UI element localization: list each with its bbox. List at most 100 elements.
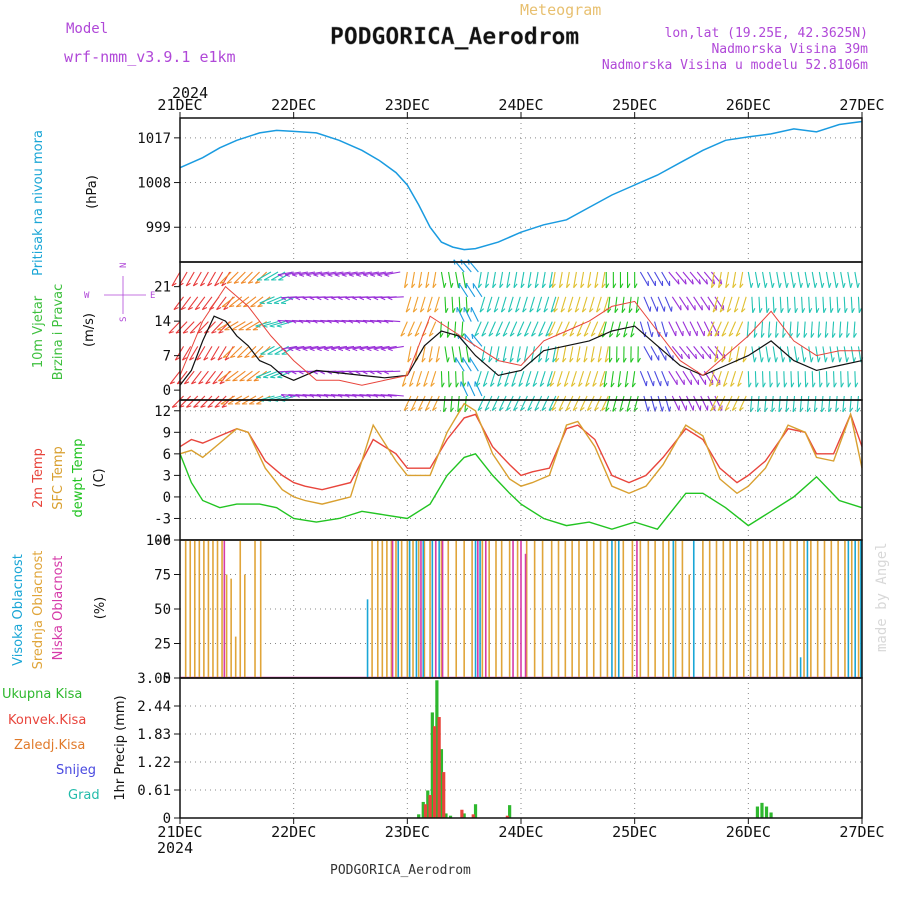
precip-bar-conv_precip — [442, 772, 446, 818]
wind-arrow-head — [524, 332, 529, 337]
wind-arrow — [457, 395, 460, 412]
wind-arrow-head — [601, 283, 606, 289]
wind-arrow — [426, 296, 433, 313]
wind-arrow — [423, 371, 430, 387]
wind-arrow-head — [775, 357, 778, 363]
wind-arrow — [523, 321, 532, 337]
precip-bar-total_precip — [421, 801, 425, 818]
wind-arrow — [502, 346, 507, 363]
wind-arrow — [345, 345, 362, 350]
wind-arrow — [769, 371, 771, 388]
wind-arrow-head — [609, 333, 614, 338]
wind-arrow-head — [233, 281, 239, 284]
wind-arrow — [829, 346, 834, 363]
wind-arrow-head — [667, 381, 669, 387]
wind-arrow-head — [652, 381, 655, 387]
wind-arrow-head — [541, 283, 546, 289]
wind-arrow-head — [348, 320, 354, 324]
wind-arrow-head — [782, 357, 786, 363]
wind-arrow-head — [813, 407, 818, 413]
wind-arrow-head — [416, 382, 421, 387]
wind-arrow — [585, 371, 592, 387]
wind-arrow — [810, 321, 813, 338]
wind-arrow-head — [376, 371, 382, 375]
wind-arrow-head — [284, 320, 290, 324]
wind-arrow — [815, 296, 818, 313]
wind-arrow — [737, 371, 744, 387]
wind-arrow — [541, 271, 546, 288]
wind-arrow — [373, 345, 390, 350]
wind-arrow-head — [298, 320, 304, 324]
wind-arrow-head — [284, 274, 290, 277]
wind-arrow-head — [370, 274, 376, 277]
wind-arrow-head — [198, 381, 204, 385]
wind-arrow — [238, 321, 253, 331]
wind-arrow — [320, 271, 337, 276]
wind-arrow — [835, 395, 838, 412]
wind-arrow-head — [366, 348, 372, 352]
wind-arrow — [686, 395, 694, 411]
wind-arrow-head — [605, 283, 610, 289]
wind-arrow — [513, 271, 518, 288]
wind-arrow — [696, 321, 705, 337]
wind-arrow-head — [583, 357, 588, 363]
wind-arrow-head — [634, 283, 638, 289]
wind-arrow — [785, 395, 788, 412]
wind-arrow — [447, 271, 452, 288]
wind-arrow-head — [306, 274, 312, 277]
wind-ylabel2: Brzina i Pravac — [51, 284, 66, 381]
wind-arrow-head — [175, 357, 180, 361]
wind-arrow — [707, 296, 718, 311]
wind-arrow — [792, 395, 796, 412]
wind-arrow — [488, 321, 496, 337]
wind-arrow — [565, 271, 570, 288]
wind-arrow-head — [851, 308, 855, 314]
wind-arrow-head — [337, 297, 343, 301]
wind-arrow-head — [223, 355, 229, 359]
wind-arrow — [530, 346, 536, 363]
wind-arrow — [597, 346, 602, 363]
wind-arrow — [520, 395, 528, 411]
wind-arrow-head — [558, 407, 564, 411]
wind-arrow — [509, 346, 514, 363]
wind-arrow — [617, 371, 622, 388]
wind-arrow-head — [538, 332, 543, 337]
wind-arrow-head — [313, 274, 319, 277]
precip-bar-total_precip — [755, 806, 760, 818]
wind-arrow-head — [798, 382, 802, 388]
wind-arrow — [232, 370, 246, 382]
wind-arrow-head — [793, 282, 796, 288]
wind-arrow-head — [668, 406, 672, 412]
wind-arrow — [754, 271, 759, 288]
wind-arrow-head — [302, 297, 308, 301]
wind-compass: N W E S — [84, 263, 155, 322]
wind-arrow — [196, 346, 206, 361]
y-tick-label: 0 — [163, 490, 171, 506]
wind-arrow-head — [616, 333, 621, 338]
wind-arrow-head — [352, 348, 358, 352]
wind-arrow — [471, 333, 483, 347]
wind-arrow — [447, 371, 450, 388]
wind-arrow-head — [491, 407, 497, 411]
precip-bar-total_precip — [462, 813, 466, 818]
wind-arrow — [176, 370, 188, 385]
wind-arrow-head — [631, 382, 636, 388]
wind-arrow-head — [776, 382, 781, 388]
wind-arrow-head — [626, 407, 631, 412]
precip-bar-total_precip — [439, 749, 444, 818]
wind-arrow-head — [567, 308, 573, 313]
wind-arrow-head — [337, 394, 343, 398]
wind-arrow — [277, 370, 293, 378]
wind-arrow-head — [623, 333, 628, 338]
wind-arrow — [440, 371, 443, 388]
wind-arrow-head — [210, 357, 216, 361]
wind-arrow — [840, 371, 842, 388]
wind-arrow — [387, 345, 404, 350]
wind-arrow — [749, 395, 753, 412]
wind-arrow — [790, 271, 795, 288]
wind-arrow-head — [387, 348, 393, 352]
wind-arrow — [224, 321, 239, 331]
wind-arrow — [536, 296, 543, 313]
wind-arrow-head — [587, 407, 592, 411]
wind-arrow — [168, 321, 181, 334]
